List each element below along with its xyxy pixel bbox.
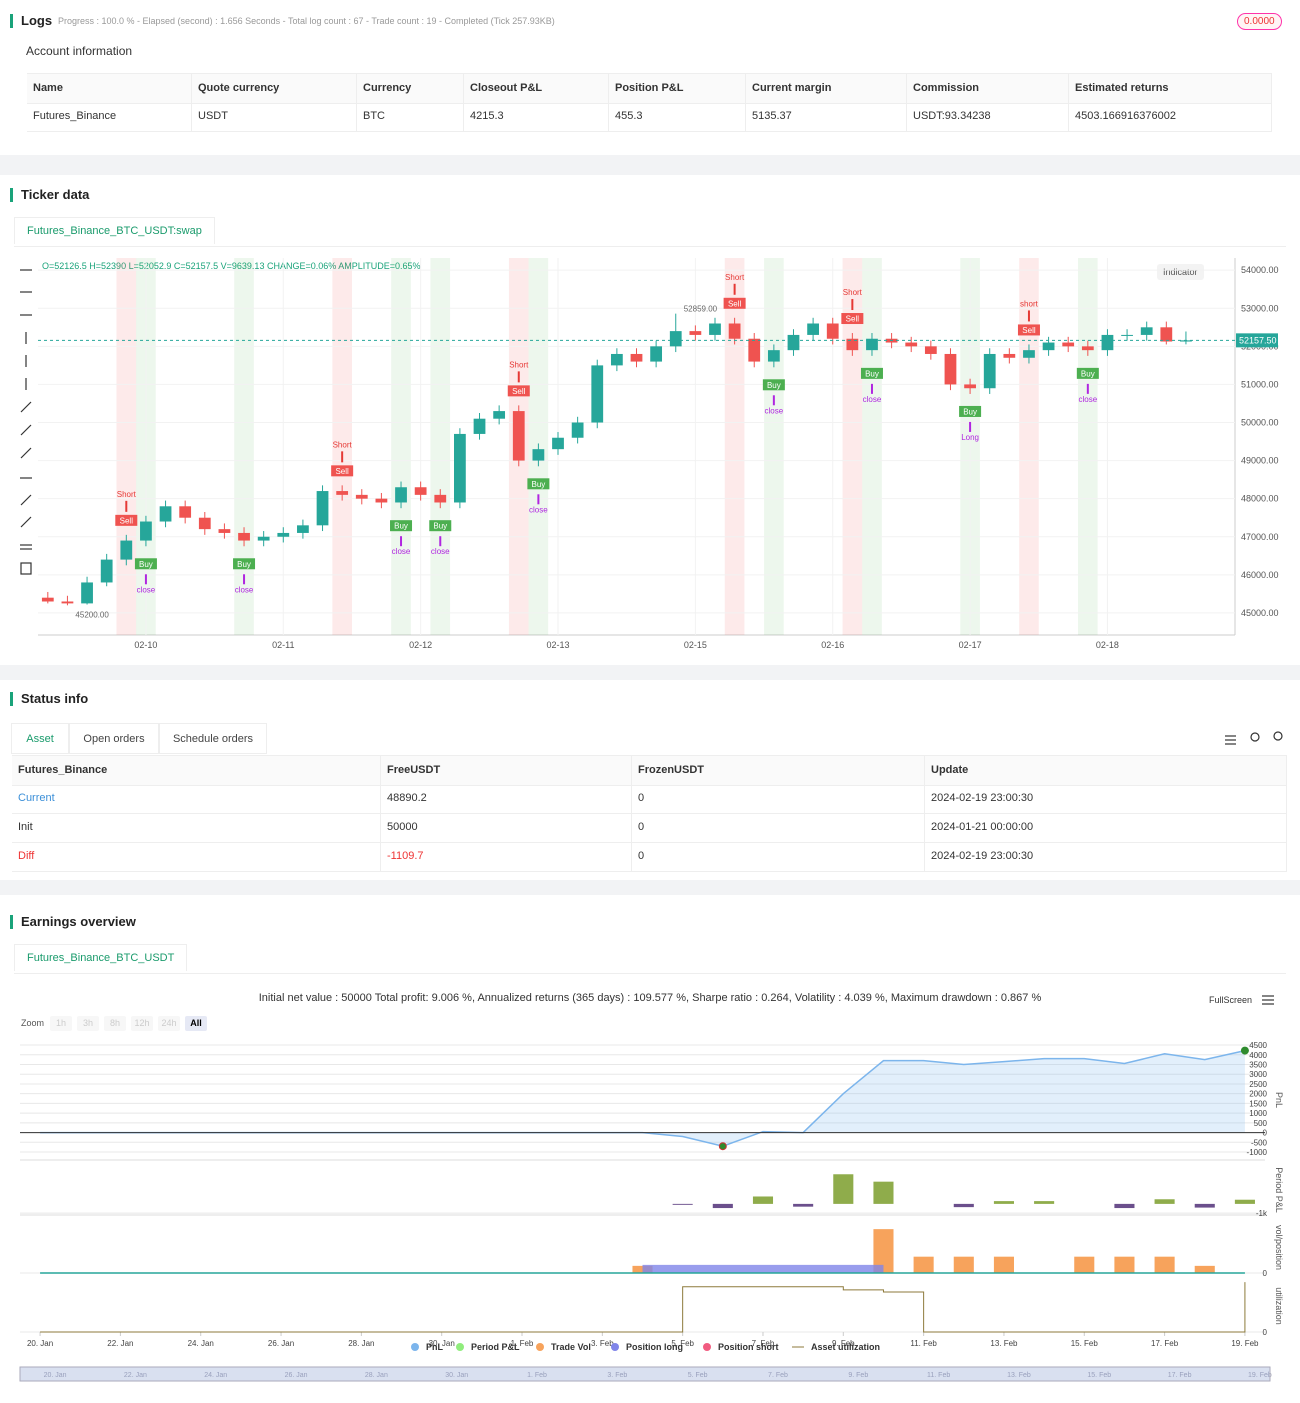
logs-panel: Logs Progress : 100.0 % - Elapsed (secon… xyxy=(0,0,1300,155)
tab[interactable]: Open orders xyxy=(69,723,159,754)
table-cell: 2024-02-19 23:00:30 xyxy=(925,784,1287,814)
zoom-button[interactable]: 3h xyxy=(77,1016,99,1031)
table-cell: 455.3 xyxy=(609,102,746,132)
table-header: Closeout P&L xyxy=(464,73,609,104)
table-cell: USDT:93.34238 xyxy=(907,102,1069,132)
table-header: FrozenUSDT xyxy=(632,755,925,786)
table-header: Update xyxy=(925,755,1287,786)
badge: 0.0000 xyxy=(1237,13,1282,30)
zoom-button[interactable]: 8h xyxy=(104,1016,126,1031)
table-cell: 48890.2 xyxy=(381,784,632,814)
section-title: Status info xyxy=(10,692,88,706)
tab[interactable]: Futures_Binance_BTC_USDT:swap xyxy=(14,217,215,244)
table-header: Current margin xyxy=(746,73,907,104)
status-panel: Status info Asset Open orders Schedule ord… xyxy=(0,680,1300,880)
table-cell: -1109.7 xyxy=(381,842,632,872)
table-header: Position P&L xyxy=(609,73,746,104)
zoom-button[interactable]: All xyxy=(185,1016,207,1031)
table-cell: USDT xyxy=(192,102,357,132)
tab-line xyxy=(14,246,1286,247)
tab-line xyxy=(14,973,1286,974)
table-cell: Init xyxy=(12,813,381,843)
section-title: Logs xyxy=(10,14,52,28)
table-cell: 4503.166916376002 xyxy=(1069,102,1272,132)
table-cell: 50000 xyxy=(381,813,632,843)
table-cell: Current xyxy=(12,784,381,814)
section-title: Ticker data xyxy=(10,188,89,202)
table-header: Currency xyxy=(357,73,464,104)
zoom-button[interactable]: 12h xyxy=(131,1016,153,1031)
table-header: Futures_Binance xyxy=(12,755,381,786)
ohlc: O=52126.5 H=52390 L=52052.9 C=52157.5 V=… xyxy=(42,261,421,271)
fullscreen[interactable]: FullScreen xyxy=(1209,995,1253,1005)
table-header: Estimated returns xyxy=(1069,73,1272,104)
table-cell: 2024-02-19 23:00:30 xyxy=(925,842,1287,872)
indicator-button[interactable]: Indicator xyxy=(1157,264,1204,280)
table-cell: 5135.37 xyxy=(746,102,907,132)
ticker-panel: Ticker data Futures_Binance_BTC_USDT:swa… xyxy=(0,175,1300,665)
tab[interactable]: Futures_Binance_BTC_USDT xyxy=(14,944,188,971)
zoom-label: Zoom xyxy=(21,1018,45,1028)
progress: Progress : 100.0 % - Elapsed (second) : … xyxy=(58,16,555,26)
table-header: Commission xyxy=(907,73,1069,104)
tab[interactable]: Asset xyxy=(11,723,69,754)
summary: Initial net value : 50000 Total profit: … xyxy=(258,992,1042,1004)
table-cell: 0 xyxy=(632,813,925,843)
zoom-button[interactable]: 1h xyxy=(50,1016,72,1031)
table-header: FreeUSDT xyxy=(381,755,632,786)
subtitle: Account information xyxy=(26,44,133,58)
tab[interactable]: Schedule orders xyxy=(159,723,267,754)
table-header: Name xyxy=(27,73,192,104)
table-cell: 2024-01-21 00:00:00 xyxy=(925,813,1287,843)
zoom-button[interactable]: 24h xyxy=(158,1016,180,1031)
table-header: Quote currency xyxy=(192,73,357,104)
table-cell: 0 xyxy=(632,784,925,814)
table-cell: BTC xyxy=(357,102,464,132)
table-cell: 0 xyxy=(632,842,925,872)
section-title: Earnings overview xyxy=(10,915,136,929)
table-cell: 4215.3 xyxy=(464,102,609,132)
earnings-panel: Earnings overview Futures_Binance_BTC_US… xyxy=(0,895,1300,1403)
table-cell: Futures_Binance xyxy=(27,102,192,132)
table-cell: Diff xyxy=(12,842,381,872)
